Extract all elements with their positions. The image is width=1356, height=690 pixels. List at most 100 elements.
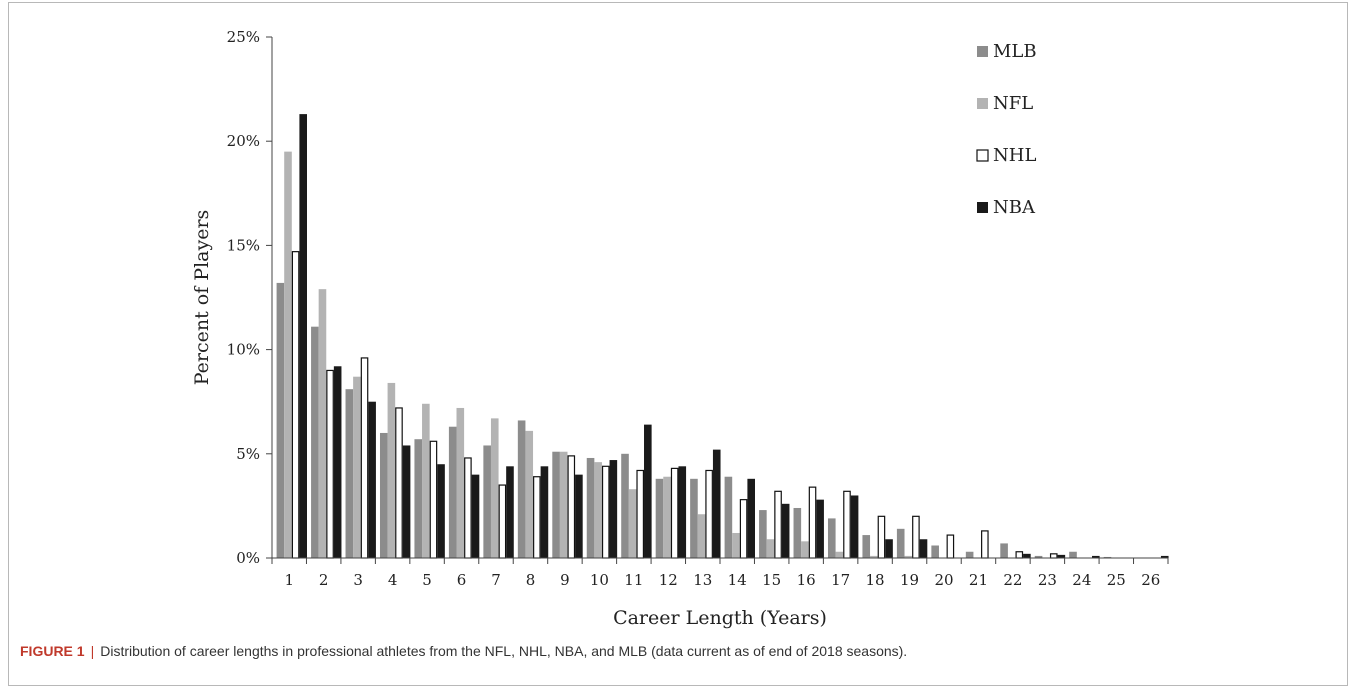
y-tick-label: 25%	[227, 28, 260, 46]
bar-nhl-14	[739, 499, 748, 559]
x-tick-label: 10	[590, 571, 609, 589]
x-tick-label: 16	[797, 571, 816, 589]
bar-nfl-3	[353, 376, 361, 558]
bar-nhl-13	[705, 469, 713, 559]
bar-nfl-8	[525, 430, 534, 558]
caption-text: Distribution of career lengths in profes…	[100, 643, 908, 659]
bar-nfl-14	[732, 532, 740, 558]
bar-mlb-25	[1103, 556, 1112, 558]
bar-nfl-12	[663, 476, 671, 558]
y-tick-label: 10%	[227, 341, 260, 359]
bar-mlb-3	[345, 389, 354, 558]
x-tick-label: 8	[526, 571, 536, 589]
legend-label-mlb: MLB	[993, 41, 1037, 62]
bar-nhl-4	[395, 407, 403, 559]
bar-mlb-23	[1034, 555, 1043, 558]
bar-mlb-4	[379, 432, 388, 558]
bar-nba-19	[919, 539, 928, 558]
bar-nhl-11	[636, 469, 645, 559]
x-tick-label: 11	[624, 571, 643, 589]
bar-nba-2	[333, 366, 342, 558]
bar-nba-15	[781, 503, 790, 558]
bar-nba-5	[437, 464, 445, 558]
bar-nfl-11	[628, 489, 637, 558]
bar-mlb-19	[896, 528, 905, 558]
bar-mlb-11	[621, 453, 629, 558]
x-tick-label: 15	[762, 571, 781, 589]
bar-mlb-21	[965, 551, 974, 558]
bar-nfl-19	[904, 555, 913, 558]
bar-nhl-23	[1049, 553, 1058, 559]
x-tick-label: 12	[659, 571, 678, 589]
bar-nba-12	[678, 466, 687, 558]
caption-separator: |	[90, 643, 95, 659]
x-tick-label: 18	[866, 571, 885, 589]
figure-label: FIGURE 1	[20, 643, 85, 659]
bar-nhl-3	[360, 357, 369, 559]
x-axis-title: Career Length (Years)	[613, 607, 827, 629]
bar-mlb-6	[448, 426, 457, 558]
chart-bars	[276, 114, 1169, 559]
x-tick-label: 21	[969, 571, 988, 589]
bar-nfl-4	[387, 382, 396, 558]
bar-mlb-16	[793, 507, 802, 558]
bar-nba-13	[712, 449, 721, 558]
bar-nhl-6	[464, 457, 472, 559]
legend-label-nfl: NFL	[993, 93, 1033, 114]
x-tick-label: 13	[693, 571, 712, 589]
x-tick-label: 9	[560, 571, 570, 589]
y-tick-label: 15%	[227, 236, 260, 254]
bar-nba-6	[471, 474, 480, 558]
x-tick-label: 6	[457, 571, 467, 589]
bar-nhl-16	[808, 486, 817, 559]
y-tick-label: 0%	[236, 549, 260, 567]
x-tick-label: 20	[934, 571, 953, 589]
bar-nhl-9	[567, 455, 576, 559]
bar-nfl-5	[422, 403, 430, 558]
bar-mlb-15	[759, 510, 767, 558]
bar-nhl-22	[1015, 551, 1024, 559]
bar-nhl-15	[774, 490, 782, 559]
bar-nfl-18	[870, 555, 878, 558]
bar-mlb-7	[483, 445, 491, 558]
bar-nba-26	[1160, 555, 1169, 558]
bar-mlb-14	[724, 476, 733, 558]
y-tick-label: 5%	[236, 445, 260, 463]
bar-nhl-18	[877, 515, 886, 559]
x-tick-label: 14	[728, 571, 747, 589]
bar-nhl-21	[981, 530, 989, 559]
bar-nba-9	[575, 474, 583, 558]
legend-label-nba: NBA	[993, 197, 1036, 218]
bar-mlb-1	[276, 282, 285, 558]
y-axis-ticks: 0% 5% 10% 15% 20% 25%	[227, 28, 272, 567]
bar-nfl-2	[318, 289, 327, 558]
bar-chart: 0%5%10%15%20%25% 1 2 3 4 5 6 7 8 9 10 11 12 13 14 15 16…	[191, 28, 1169, 629]
x-tick-label: 5	[422, 571, 432, 589]
bar-nhl-19	[912, 515, 920, 559]
bar-nfl-9	[559, 451, 568, 558]
bar-mlb-24	[1069, 551, 1077, 558]
bar-nba-16	[816, 499, 824, 558]
bar-nfl-15	[766, 539, 775, 558]
bar-mlb-9	[552, 451, 560, 558]
bar-nba-4	[402, 445, 411, 558]
bar-mlb-12	[655, 478, 664, 558]
x-axis-ticks: 1 2 3 4 5 6 7 8 9 10 11 12 13 14 15 16 17 18 19 20 21 22 23 24 2…	[271, 558, 1169, 589]
bar-nhl-5	[429, 440, 438, 559]
x-tick-label: 22	[1003, 571, 1022, 589]
x-tick-label: 7	[491, 571, 501, 589]
bar-nba-17	[850, 495, 859, 558]
bar-nfl-6	[456, 407, 465, 558]
x-tick-label: 19	[900, 571, 919, 589]
chart-legend: MLB NFL NHL NBA	[976, 41, 1037, 218]
bar-nhl-20	[946, 534, 955, 559]
y-tick-label: 20%	[227, 132, 260, 150]
x-tick-label: 26	[1141, 571, 1160, 589]
x-tick-label: 2	[319, 571, 329, 589]
y-axis-title: Percent of Players	[191, 210, 213, 386]
bar-nfl-1	[284, 151, 292, 558]
bar-mlb-5	[414, 439, 423, 558]
bar-nba-7	[506, 466, 514, 558]
bar-nba-23	[1057, 554, 1066, 558]
bar-nba-11	[644, 424, 652, 558]
